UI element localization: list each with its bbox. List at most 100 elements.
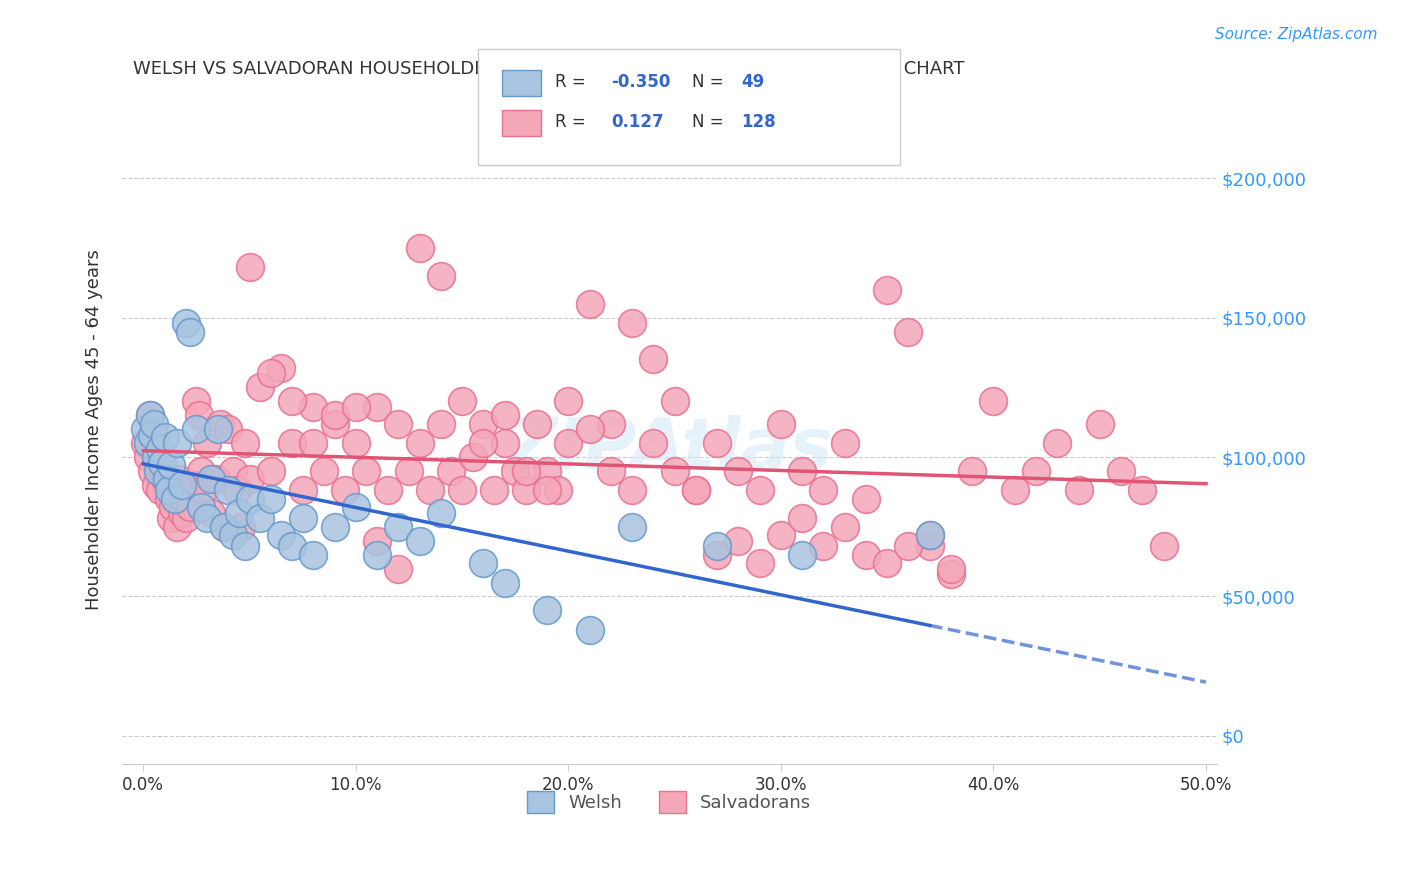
Point [195, 511, 218, 525]
Point [291, 483, 314, 498]
Point [918, 528, 941, 542]
Point [270, 528, 292, 542]
Point [387, 417, 409, 431]
Point [142, 417, 165, 431]
Point [377, 483, 399, 498]
Point [344, 500, 367, 515]
Point [179, 325, 201, 339]
Point [212, 520, 235, 534]
Point [983, 394, 1005, 409]
Point [834, 436, 856, 450]
Point [451, 483, 474, 498]
Point [149, 442, 172, 456]
Point [547, 483, 569, 498]
Text: 49: 49 [741, 73, 765, 91]
Point [160, 458, 183, 473]
Text: WELSH VS SALVADORAN HOUSEHOLDER INCOME AGES 45 - 64 YEARS CORRELATION CHART: WELSH VS SALVADORAN HOUSEHOLDER INCOME A… [134, 60, 965, 78]
Point [138, 408, 160, 422]
Point [165, 491, 187, 506]
Text: R =: R = [555, 113, 586, 131]
Point [134, 422, 156, 436]
Point [212, 520, 235, 534]
Point [160, 511, 183, 525]
Point [249, 511, 271, 525]
Point [187, 408, 209, 422]
Point [1025, 464, 1047, 478]
Point [344, 436, 367, 450]
Point [599, 464, 621, 478]
Point [239, 472, 262, 486]
Point [1130, 483, 1153, 498]
Point [1153, 539, 1175, 553]
Point [706, 548, 728, 562]
Text: ZIPAtlas: ZIPAtlas [505, 415, 834, 483]
Point [494, 436, 516, 450]
Point [148, 450, 170, 464]
Point [430, 506, 453, 520]
Point [1067, 483, 1090, 498]
Point [685, 483, 707, 498]
Text: Source: ZipAtlas.com: Source: ZipAtlas.com [1215, 27, 1378, 42]
Point [186, 422, 208, 436]
Point [134, 436, 156, 450]
Text: 0.127: 0.127 [612, 113, 664, 131]
Point [260, 464, 283, 478]
Point [190, 500, 212, 515]
Point [621, 483, 644, 498]
Point [727, 533, 749, 548]
Point [897, 539, 920, 553]
Point [643, 352, 665, 367]
Point [685, 483, 707, 498]
Point [897, 325, 920, 339]
Point [233, 539, 256, 553]
Point [876, 283, 898, 297]
Point [482, 483, 505, 498]
Point [186, 394, 208, 409]
Point [141, 427, 163, 442]
Point [281, 539, 304, 553]
Point [769, 528, 792, 542]
Point [557, 436, 579, 450]
Point [472, 556, 495, 570]
Point [191, 483, 214, 498]
Point [503, 464, 526, 478]
Point [536, 483, 558, 498]
Point [706, 539, 728, 553]
Point [204, 472, 226, 486]
Point [536, 464, 558, 478]
Legend: Welsh, Salvadorans: Welsh, Salvadorans [519, 781, 820, 822]
Point [217, 483, 239, 498]
Point [494, 575, 516, 590]
Point [706, 436, 728, 450]
Point [195, 436, 218, 450]
Point [939, 567, 962, 582]
Point [136, 450, 159, 464]
Point [270, 360, 292, 375]
Point [166, 520, 188, 534]
Point [1046, 436, 1069, 450]
Point [918, 539, 941, 553]
Point [1088, 417, 1111, 431]
Point [166, 436, 188, 450]
Point [157, 491, 180, 506]
Point [408, 436, 430, 450]
Point [366, 533, 388, 548]
Point [302, 548, 325, 562]
Point [138, 408, 160, 422]
Point [281, 394, 304, 409]
Point [323, 408, 346, 422]
Point [578, 422, 600, 436]
Point [239, 260, 262, 275]
Point [302, 400, 325, 414]
Point [170, 478, 193, 492]
Text: N =: N = [692, 113, 723, 131]
Point [834, 520, 856, 534]
Point [621, 316, 644, 330]
Point [170, 506, 193, 520]
Point [398, 464, 420, 478]
Point [142, 427, 165, 442]
Point [145, 478, 167, 492]
Point [260, 367, 283, 381]
Point [664, 394, 686, 409]
Point [813, 539, 835, 553]
